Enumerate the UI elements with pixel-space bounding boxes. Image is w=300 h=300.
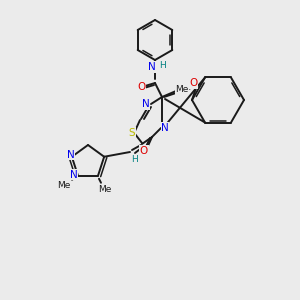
Text: N: N [148,62,156,72]
Text: N: N [142,99,150,109]
Text: N: N [70,170,78,180]
Text: H: H [159,61,165,70]
Text: N: N [161,123,169,133]
Text: H: H [132,155,138,164]
Text: Me: Me [175,85,189,94]
Text: Me: Me [98,185,112,194]
Text: O: O [140,146,148,156]
Text: Me: Me [57,181,71,190]
Text: O: O [189,78,197,88]
Text: S: S [129,128,135,138]
Text: O: O [137,82,145,92]
Text: N: N [67,150,75,160]
